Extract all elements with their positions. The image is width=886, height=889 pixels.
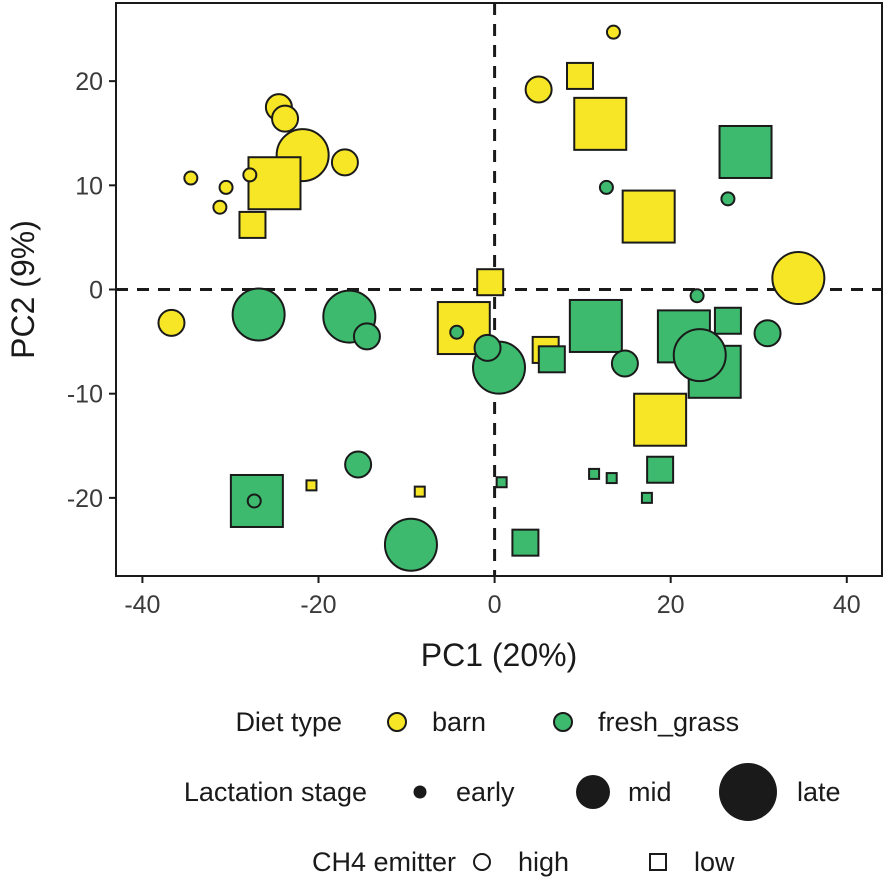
point-barn-late-low-4 bbox=[247, 156, 302, 211]
legend-emitter-title: CH4 emitter bbox=[312, 847, 456, 877]
point-fresh_grass-late-high-50 bbox=[383, 517, 438, 572]
legend-barn-label: barn bbox=[432, 707, 486, 737]
point-barn-mid-low-9 bbox=[238, 210, 267, 239]
point-barn-mid-high-22 bbox=[524, 75, 553, 104]
point-fresh_grass-late-low-30 bbox=[568, 298, 623, 353]
point-fresh_grass-early-high-26 bbox=[598, 179, 614, 195]
x-axis-title: PC1 (20%) bbox=[421, 637, 578, 673]
data-points bbox=[157, 24, 826, 572]
point-fresh_grass-mid-high-37 bbox=[753, 319, 782, 348]
y-tick-label-20: 20 bbox=[75, 68, 103, 96]
point-fresh_grass-mid-low-36 bbox=[713, 306, 742, 335]
y-axis-title: PC2 (9%) bbox=[5, 220, 41, 359]
legend-late-key bbox=[719, 763, 777, 821]
point-fresh_grass-mid-high-13 bbox=[352, 322, 381, 351]
point-fresh_grass-early-high-32 bbox=[689, 288, 705, 304]
point-barn-mid-low-23 bbox=[566, 61, 595, 90]
point-barn-early-low-49 bbox=[413, 485, 426, 498]
point-barn-late-low-24 bbox=[573, 96, 628, 151]
x-tick-label--20: -20 bbox=[300, 591, 336, 619]
point-fresh_grass-late-low-27 bbox=[718, 124, 773, 179]
point-barn-mid-high-3 bbox=[330, 148, 359, 177]
x-axis: -40 -20 0 20 40 bbox=[124, 576, 861, 619]
point-barn-mid-high-1 bbox=[271, 104, 300, 133]
point-fresh_grass-mid-high-31 bbox=[610, 349, 639, 378]
point-fresh_grass-late-high-35 bbox=[672, 328, 727, 383]
legend-fresh-grass-label: fresh_grass bbox=[598, 707, 739, 737]
y-tick-label--20: -20 bbox=[67, 485, 103, 513]
legend-stage: Lactation stage early mid late bbox=[184, 763, 841, 821]
x-tick-label--40: -40 bbox=[124, 591, 160, 619]
point-barn-mid-low-16 bbox=[476, 268, 505, 297]
y-tick-label-10: 10 bbox=[75, 172, 103, 200]
point-fresh_grass-early-low-40 bbox=[588, 467, 601, 480]
y-tick-label-0: 0 bbox=[89, 277, 103, 305]
point-barn-late-low-38 bbox=[633, 392, 688, 447]
point-fresh_grass-mid-high-47 bbox=[344, 450, 373, 479]
point-barn-late-high-29 bbox=[771, 251, 826, 306]
x-tick-label-40: 40 bbox=[833, 591, 861, 619]
point-fresh_grass-early-low-42 bbox=[640, 491, 653, 504]
legend-diet: Diet type barn fresh_grass bbox=[235, 707, 739, 737]
legend-high-label: high bbox=[518, 847, 569, 877]
legend-emitter: CH4 emitter high low bbox=[312, 847, 735, 877]
point-barn-early-low-48 bbox=[305, 479, 318, 492]
legend-stage-title: Lactation stage bbox=[184, 777, 367, 807]
legend-low-label: low bbox=[694, 847, 735, 877]
point-barn-mid-high-10 bbox=[157, 308, 186, 337]
point-fresh_grass-early-high-46 bbox=[246, 493, 262, 509]
legend-low-key bbox=[649, 853, 667, 871]
point-barn-early-high-6 bbox=[218, 179, 234, 195]
legend-diet-title: Diet type bbox=[235, 707, 342, 737]
point-fresh_grass-early-low-41 bbox=[605, 472, 618, 485]
legend-high-key bbox=[473, 853, 491, 871]
legend-early-key bbox=[413, 785, 427, 799]
point-fresh_grass-mid-low-20 bbox=[537, 345, 566, 374]
legend-fresh-grass-key bbox=[553, 712, 573, 732]
y-axis: -20 -10 0 10 20 bbox=[67, 68, 116, 513]
legend-barn-key bbox=[387, 712, 407, 732]
point-fresh_grass-early-low-43 bbox=[495, 476, 508, 489]
x-tick-label-20: 20 bbox=[657, 591, 685, 619]
legend-mid-label: mid bbox=[628, 777, 672, 807]
x-tick-label-0: 0 bbox=[488, 591, 502, 619]
point-fresh_grass-early-high-15 bbox=[449, 324, 465, 340]
point-barn-late-low-25 bbox=[621, 189, 676, 244]
legend-late-label: late bbox=[797, 777, 841, 807]
point-fresh_grass-mid-low-44 bbox=[511, 528, 540, 557]
point-barn-early-high-8 bbox=[212, 199, 228, 215]
legend-early-label: early bbox=[456, 777, 515, 807]
point-barn-early-high-7 bbox=[242, 167, 258, 183]
point-fresh_grass-late-high-11 bbox=[231, 287, 286, 342]
point-fresh_grass-mid-low-39 bbox=[646, 455, 675, 484]
point-barn-early-high-21 bbox=[605, 24, 621, 40]
y-tick-label--10: -10 bbox=[67, 381, 103, 409]
legend-mid-key bbox=[576, 775, 610, 809]
point-fresh_grass-early-high-28 bbox=[720, 191, 736, 207]
point-fresh_grass-mid-high-17 bbox=[473, 333, 502, 362]
point-barn-early-high-5 bbox=[183, 170, 199, 186]
